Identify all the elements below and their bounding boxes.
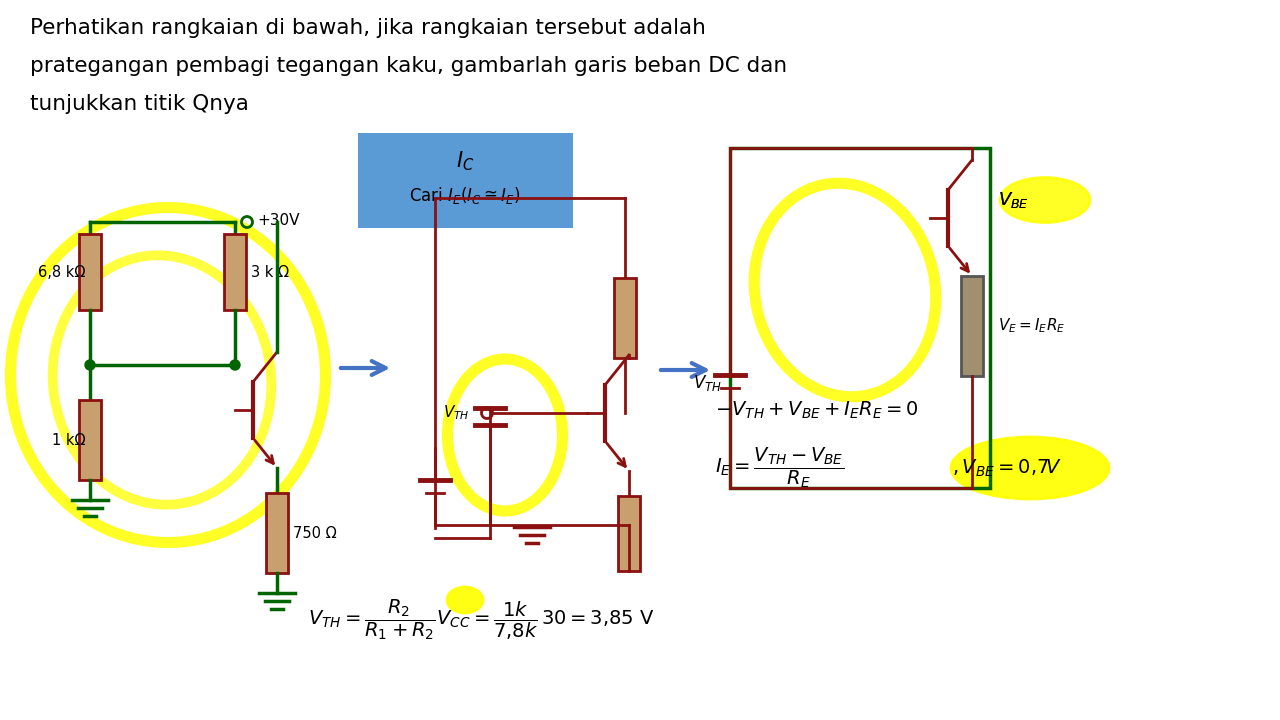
Bar <box>961 276 983 376</box>
Text: Cari $I_E(I_C \cong I_E)$: Cari $I_E(I_C \cong I_E)$ <box>410 185 521 206</box>
Bar <box>79 400 101 480</box>
Text: tunjukkan titik Qnya: tunjukkan titik Qnya <box>29 94 248 114</box>
Bar <box>79 234 101 310</box>
Text: +30V: +30V <box>257 212 300 228</box>
Text: 750 Ω: 750 Ω <box>293 526 337 541</box>
Text: $V_E = I_E R_E$: $V_E = I_E R_E$ <box>998 317 1065 336</box>
Bar <box>730 148 989 488</box>
Text: $V_{BE}$: $V_{BE}$ <box>998 190 1029 210</box>
Circle shape <box>230 360 241 370</box>
Circle shape <box>84 360 95 370</box>
Text: 3 k Ω: 3 k Ω <box>251 264 289 279</box>
Text: $-V_{TH}+V_{BE}+I_ER_E=0$: $-V_{TH}+V_{BE}+I_ER_E=0$ <box>716 400 918 420</box>
Ellipse shape <box>447 587 483 613</box>
Text: 6,8 kΩ: 6,8 kΩ <box>37 264 84 279</box>
Bar <box>614 278 636 358</box>
Ellipse shape <box>1000 178 1091 222</box>
Bar <box>618 496 640 571</box>
Text: prategangan pembagi tegangan kaku, gambarlah garis beban DC dan: prategangan pembagi tegangan kaku, gamba… <box>29 56 787 76</box>
Bar <box>266 493 288 573</box>
Text: 1 kΩ: 1 kΩ <box>51 433 84 448</box>
Bar <box>224 234 246 310</box>
Text: $V_{BE}$: $V_{BE}$ <box>998 190 1029 210</box>
Text: $I_C$: $I_C$ <box>456 149 474 173</box>
Text: $V_{TH}$: $V_{TH}$ <box>443 404 470 423</box>
Text: $V_{TH}=\dfrac{R_2}{R_1+R_2}V_{CC}=\dfrac{1k}{7{,}8k}\,30=3{,}85\text{ V}$: $V_{TH}=\dfrac{R_2}{R_1+R_2}V_{CC}=\dfra… <box>308 598 654 642</box>
Bar <box>358 133 573 228</box>
Text: $I_E=\dfrac{V_{TH}-V_{BE}}{R_E}$: $I_E=\dfrac{V_{TH}-V_{BE}}{R_E}$ <box>716 446 845 490</box>
Ellipse shape <box>951 437 1108 499</box>
Text: $V_{TH}$: $V_{TH}$ <box>692 373 722 393</box>
Text: $,V_{BE}=0{,}7V$: $,V_{BE}=0{,}7V$ <box>952 457 1062 479</box>
Text: Perhatikan rangkaian di bawah, jika rangkaian tersebut adalah: Perhatikan rangkaian di bawah, jika rang… <box>29 18 705 38</box>
